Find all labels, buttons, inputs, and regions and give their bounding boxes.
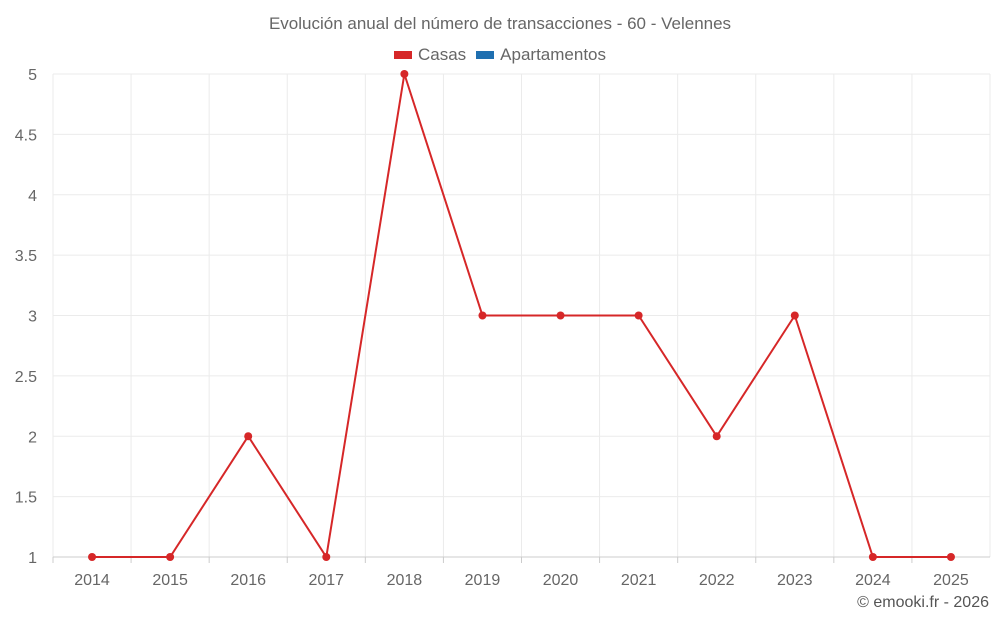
data-point [166, 553, 175, 561]
data-point [400, 70, 409, 78]
data-point [556, 311, 565, 320]
y-tick-label: 3 [28, 309, 37, 326]
x-tick-label: 2018 [387, 572, 423, 589]
y-tick-label: 4 [28, 188, 37, 205]
legend-label: Casas [417, 45, 467, 64]
data-point [322, 553, 331, 561]
data-point [712, 432, 721, 441]
data-point [478, 311, 487, 320]
y-tick-label: 5 [28, 67, 37, 84]
data-point [868, 553, 877, 561]
x-tick-label: 2014 [74, 572, 110, 589]
legend-swatch-apartamentos [476, 51, 495, 59]
y-tick-label: 3.5 [15, 248, 37, 265]
legend-item-casas[interactable]: Casas [393, 45, 467, 65]
x-tick-label: 2015 [152, 572, 188, 589]
x-tick-label: 2020 [543, 572, 579, 589]
x-tick-label: 2019 [465, 572, 501, 589]
y-tick-label: 1.5 [15, 490, 37, 507]
data-point [244, 432, 253, 441]
data-point [634, 311, 643, 320]
legend-label: Apartamentos [500, 45, 607, 64]
legend: Casas Apartamentos [0, 45, 1000, 65]
x-tick-label: 2022 [699, 572, 735, 589]
credit-text: © emooki.fr - 2026 [857, 594, 989, 611]
data-point [946, 553, 955, 561]
y-tick-label: 2 [28, 429, 37, 446]
legend-item-apartamentos[interactable]: Apartamentos [476, 45, 606, 65]
chart-title: Evolución anual del número de transaccio… [268, 14, 732, 33]
data-point [790, 311, 799, 320]
series-line-casas [92, 73, 951, 560]
x-tick-label: 2025 [933, 572, 969, 589]
legend-swatch-casas [393, 51, 412, 59]
y-tick-label: 2.5 [15, 369, 37, 386]
x-tick-label: 2021 [621, 572, 657, 589]
data-point [88, 553, 97, 561]
y-tick-label: 4.5 [15, 127, 37, 144]
y-tick-label: 1 [28, 550, 37, 567]
x-tick-label: 2017 [308, 572, 344, 589]
x-tick-label: 2023 [777, 572, 813, 589]
x-tick-label: 2016 [230, 572, 266, 589]
x-tick-label: 2024 [855, 572, 891, 589]
